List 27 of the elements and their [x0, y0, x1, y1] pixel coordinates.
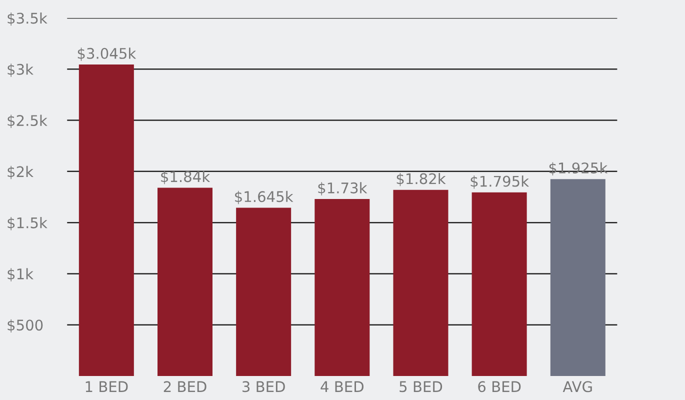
x-tick-label: 4 BED — [320, 381, 364, 392]
y-tick-label: $3k — [8, 64, 34, 77]
y-tick-label: $1k — [8, 268, 34, 282]
y-tick-label: $500 — [8, 319, 43, 333]
bar — [393, 190, 448, 376]
y-tick-label: $3.5k — [8, 12, 48, 26]
data-label: $1.73k — [318, 182, 368, 196]
x-tick-label: 2 BED — [164, 381, 206, 392]
data-label: $1.645k — [235, 190, 294, 204]
bar — [236, 208, 292, 376]
bar — [157, 188, 212, 376]
x-tick-label: 1 BED — [86, 381, 128, 392]
data-label: $1.82k — [396, 172, 446, 186]
data-label: $3.045k — [78, 48, 136, 61]
y-tick-label: $2k — [8, 166, 34, 180]
data-label: $1.84k — [161, 170, 210, 184]
x-tick-label: 3 BED — [242, 381, 285, 392]
bar — [550, 179, 606, 376]
x-tick-label: 6 BED — [478, 381, 521, 392]
y-tick-label: $1.5k — [8, 217, 48, 230]
x-tick-label: 5 BED — [400, 381, 442, 392]
data-label: $1.795k — [470, 176, 530, 189]
bar — [78, 64, 134, 376]
y-tick-label: $2.5k — [8, 114, 48, 128]
bar — [314, 199, 370, 376]
x-tick-label: AVG — [562, 381, 592, 392]
bar — [472, 192, 527, 376]
